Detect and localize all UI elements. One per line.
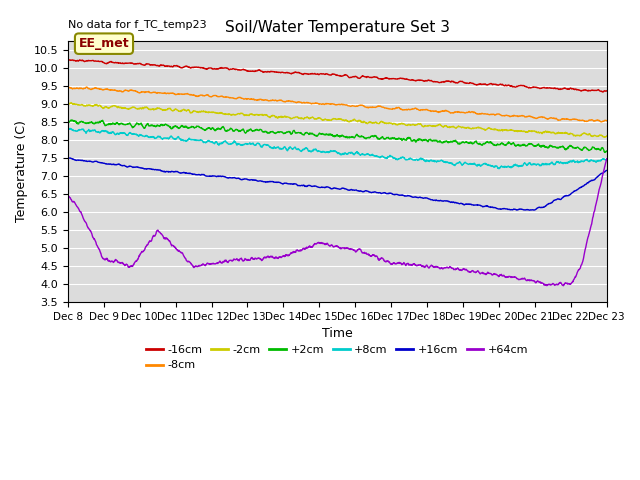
Text: No data for f_TC_temp23: No data for f_TC_temp23 <box>68 19 207 30</box>
Y-axis label: Temperature (C): Temperature (C) <box>15 120 28 222</box>
Text: EE_met: EE_met <box>79 37 129 50</box>
Legend: -16cm, -8cm, -2cm, +2cm, +8cm, +16cm, +64cm: -16cm, -8cm, -2cm, +2cm, +8cm, +16cm, +6… <box>142 340 532 375</box>
X-axis label: Time: Time <box>322 327 353 340</box>
Title: Soil/Water Temperature Set 3: Soil/Water Temperature Set 3 <box>225 20 450 36</box>
